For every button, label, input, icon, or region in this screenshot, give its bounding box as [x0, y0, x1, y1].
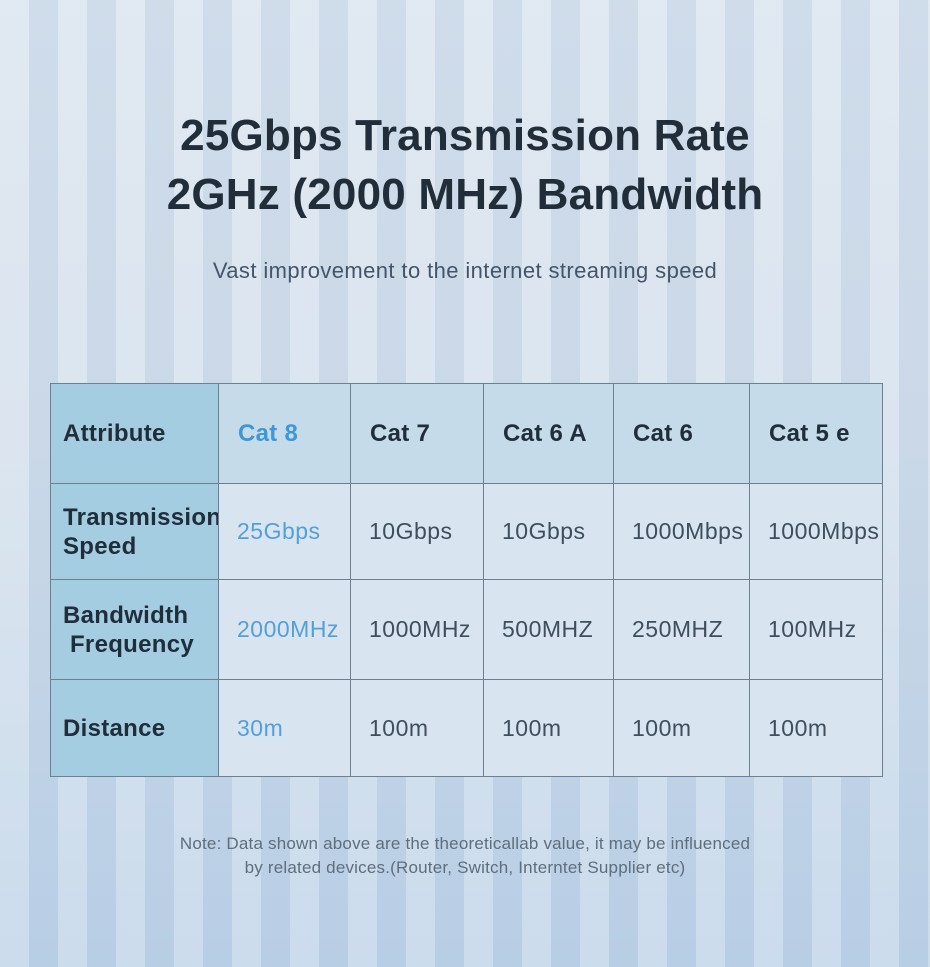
- cell-speed-cat6: 1000Mbps: [613, 483, 750, 580]
- cell-speed-cat5e: 1000Mbps: [749, 483, 883, 580]
- footnote: Note: Data shown above are the theoretic…: [0, 832, 930, 880]
- table-row-transmission-speed: Transmission Speed 25Gbps 10Gbps 10Gbps …: [50, 483, 883, 580]
- footnote-line-2: by related devices.(Router, Switch, Inte…: [244, 858, 686, 877]
- column-header-cat7: Cat 7: [350, 383, 484, 484]
- row-label-distance: Distance: [50, 679, 219, 777]
- row-label-transmission-speed: Transmission Speed: [50, 483, 219, 580]
- table-header-row: Attribute Cat 8 Cat 7 Cat 6 A Cat 6 Cat …: [50, 383, 883, 484]
- column-header-attribute: Attribute: [50, 383, 219, 484]
- row-label-bandwidth-frequency: Bandwidth Frequency: [50, 579, 219, 680]
- column-header-cat6a: Cat 6 A: [483, 383, 614, 484]
- footnote-line-1: Note: Data shown above are the theoretic…: [179, 834, 751, 853]
- table-row-bandwidth-frequency: Bandwidth Frequency 2000MHz 1000MHz 500M…: [50, 579, 883, 680]
- column-header-cat8: Cat 8: [218, 383, 351, 484]
- cell-speed-cat6a: 10Gbps: [483, 483, 614, 580]
- cell-bandwidth-cat5e: 100MHz: [749, 579, 883, 680]
- title-line-1: 25Gbps Transmission Rate: [180, 111, 750, 160]
- page-title: 25Gbps Transmission Rate 2GHz (2000 MHz)…: [0, 106, 930, 224]
- cell-distance-cat6a: 100m: [483, 679, 614, 777]
- cell-bandwidth-cat6: 250MHZ: [613, 579, 750, 680]
- cell-speed-cat7: 10Gbps: [350, 483, 484, 580]
- cell-bandwidth-cat7: 1000MHz: [350, 579, 484, 680]
- column-header-cat6: Cat 6: [613, 383, 750, 484]
- title-line-2: 2GHz (2000 MHz) Bandwidth: [166, 170, 764, 219]
- cable-comparison-table: Attribute Cat 8 Cat 7 Cat 6 A Cat 6 Cat …: [50, 383, 883, 777]
- cell-distance-cat8: 30m: [218, 679, 351, 777]
- cell-bandwidth-cat8: 2000MHz: [218, 579, 351, 680]
- column-header-cat5e: Cat 5 e: [749, 383, 883, 484]
- table-row-distance: Distance 30m 100m 100m 100m 100m: [50, 679, 883, 777]
- page-subtitle: Vast improvement to the internet streami…: [212, 258, 718, 283]
- cell-distance-cat6: 100m: [613, 679, 750, 777]
- cell-distance-cat5e: 100m: [749, 679, 883, 777]
- cell-distance-cat7: 100m: [350, 679, 484, 777]
- cell-bandwidth-cat6a: 500MHZ: [483, 579, 614, 680]
- cell-speed-cat8: 25Gbps: [218, 483, 351, 580]
